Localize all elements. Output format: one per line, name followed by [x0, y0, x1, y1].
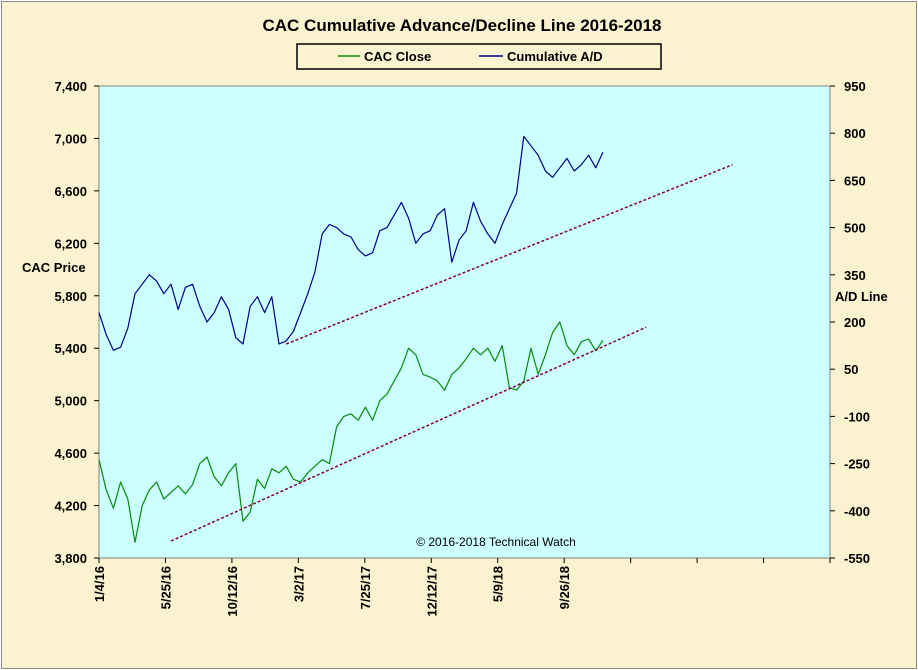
cac-close-trendline	[170, 326, 647, 542]
right-axis-tick-label: 650	[844, 173, 866, 188]
x-axis-tick-label: 1/4/16	[92, 566, 107, 602]
left-axis-tick-label: 5,000	[54, 394, 87, 409]
chart-title: CAC Cumulative Advance/Decline Line 2016…	[262, 16, 661, 35]
left-axis-label: CAC Price	[22, 260, 86, 275]
cumulative-ad-line	[98, 135, 604, 351]
cumulative-ad-trendline	[285, 164, 733, 345]
right-axis-tick-label: -400	[844, 504, 870, 519]
right-axis-tick-label: 350	[844, 268, 866, 283]
series-group	[98, 135, 733, 543]
right-axis-tick-label: 200	[844, 315, 866, 330]
left-axis-tick-label: 4,600	[54, 446, 87, 461]
left-axis-tick-label: 6,600	[54, 184, 87, 199]
right-axis: 950 800 650 500 350 200 50 -100 -250 -400 -550	[830, 79, 870, 566]
left-axis-tick-label: 6,200	[54, 236, 87, 251]
right-axis-tick-label: 50	[844, 362, 858, 377]
x-axis: 1/4/16 5/25/16 10/12/16 3/2/17 7/25/17 12/12/…	[92, 558, 831, 617]
chart-title-text: CAC Cumulative Advance/Decline Line 2016…	[262, 16, 661, 35]
right-axis-tick-label: 950	[844, 79, 866, 94]
left-axis-tick-label: 5,400	[54, 341, 87, 356]
x-axis-tick-label: 7/25/17	[358, 566, 373, 609]
plot-area	[98, 85, 831, 559]
left-axis-tick-label: 7,000	[54, 131, 87, 146]
x-axis-tick-label: 9/26/18	[557, 566, 572, 609]
legend-label-cumulative-ad: Cumulative A/D	[507, 49, 603, 64]
right-axis-tick-label: 500	[844, 221, 866, 236]
x-axis-tick-label: 10/12/16	[225, 566, 240, 617]
left-axis-tick-label: 4,200	[54, 499, 87, 514]
left-axis-tick-label: 7,400	[54, 79, 87, 94]
x-axis-tick-label: 3/2/17	[291, 566, 306, 602]
right-axis-tick-label: -550	[844, 551, 870, 566]
right-axis-tick-label: -250	[844, 457, 870, 472]
left-axis-tick-label: 3,800	[54, 551, 87, 566]
left-axis: 7,400 7,000 6,600 6,200 5,800 5,400 5,000 4,600…	[54, 79, 99, 566]
left-axis-tick-label: 5,800	[54, 289, 87, 304]
right-axis-tick-label: 800	[844, 126, 866, 141]
x-axis-tick-label: 5/25/16	[158, 566, 173, 609]
right-axis-tick-label: -100	[844, 409, 870, 424]
legend-label-cac-close: CAC Close	[364, 49, 431, 64]
x-axis-tick-label: 12/12/17	[424, 566, 439, 617]
x-axis-tick-label: 5/9/18	[491, 566, 506, 602]
cac-close-line	[98, 321, 604, 543]
copyright-text: © 2016-2018 Technical Watch	[416, 535, 576, 549]
legend: CAC Close Cumulative A/D	[296, 43, 662, 70]
right-axis-label: A/D Line	[835, 289, 888, 304]
